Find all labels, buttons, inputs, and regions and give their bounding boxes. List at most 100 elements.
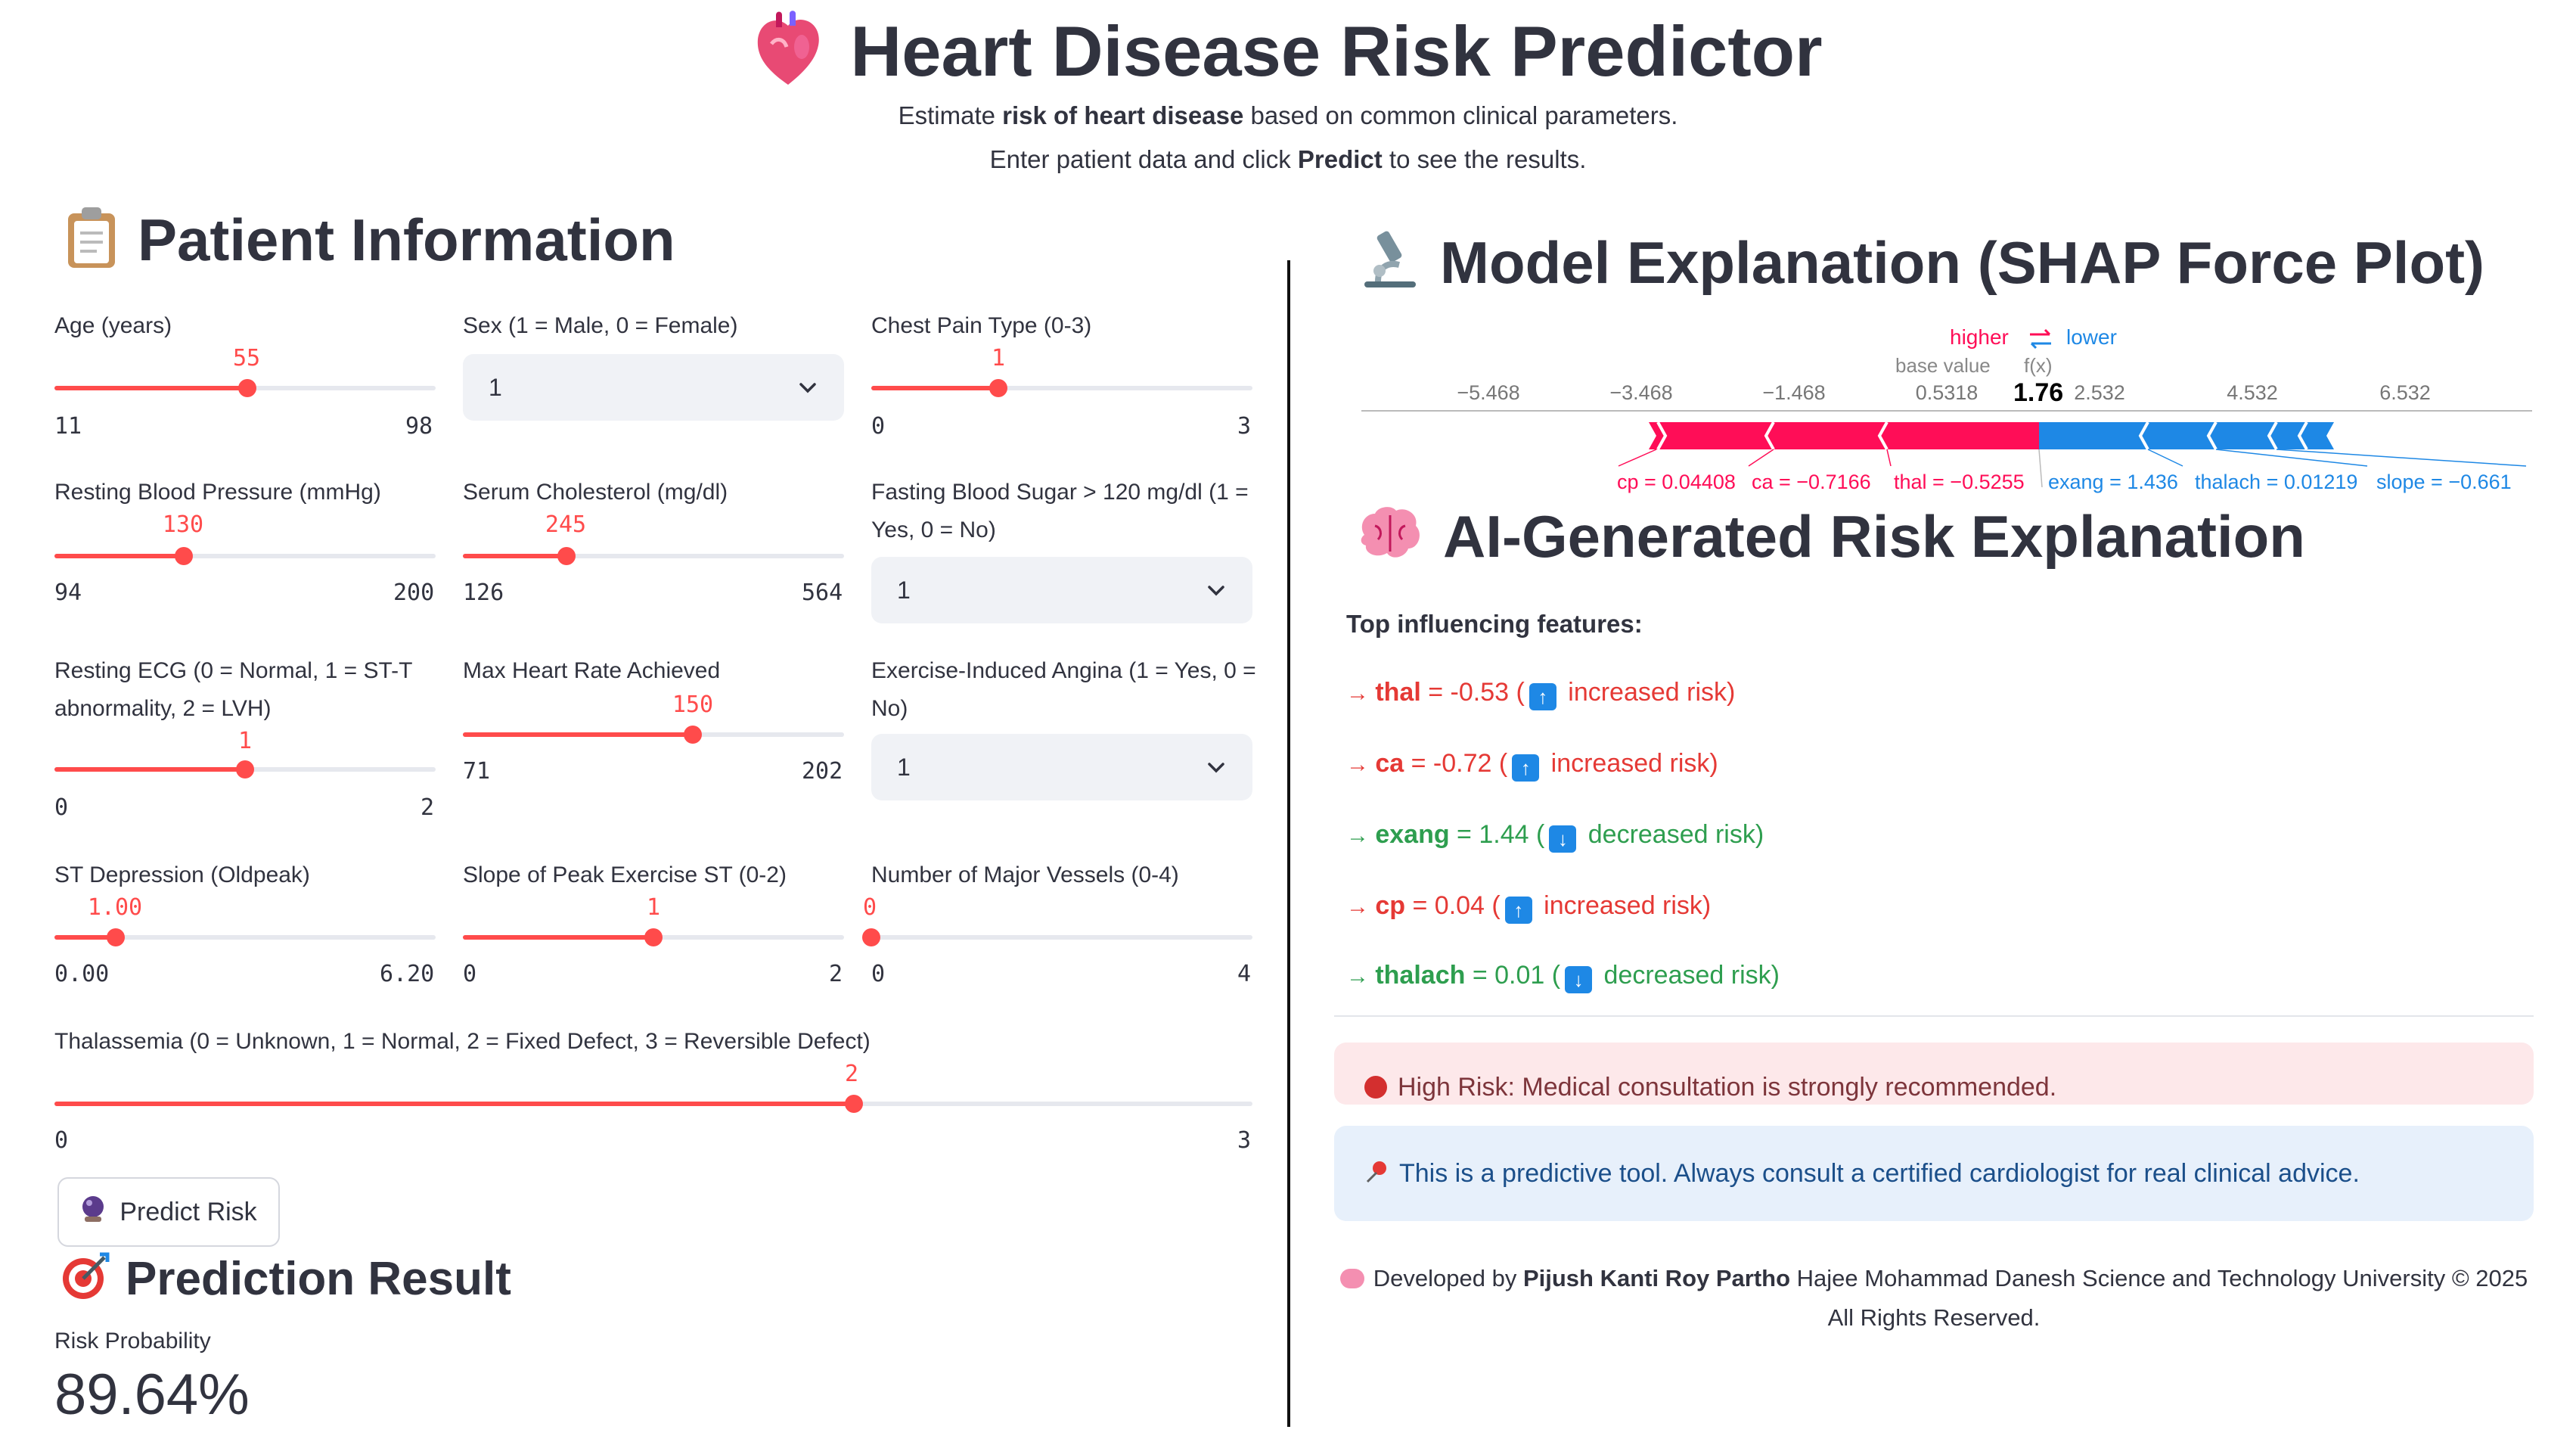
age-slider-thumb[interactable] [238,379,257,397]
trestbps-slider-fill [54,554,185,558]
slope-max: 2 [829,961,843,987]
shap-fx-value: 1.76 [2013,378,2064,407]
risk-probability-label: Risk Probability [54,1329,211,1353]
trestbps-max: 200 [393,580,435,606]
feature-name: exang [1375,820,1450,849]
age-max: 98 [405,413,433,440]
ca-slider-thumb[interactable] [862,928,880,946]
cp-slider[interactable] [871,379,1252,397]
restecg-min: 0 [54,794,69,821]
chol-slider[interactable] [463,547,844,565]
thal-slider-fill [54,1102,854,1106]
chol-slider-fill [463,554,567,558]
thalach-slider[interactable] [463,726,844,744]
thalach-slider-thumb[interactable] [683,726,702,744]
ca-value: 0 [862,894,877,921]
thalach-min: 71 [463,758,491,785]
trestbps-slider-thumb[interactable] [175,547,194,565]
oldpeak-label: ST Depression (Oldpeak) [54,862,310,887]
slope-slider[interactable] [463,928,844,946]
top-features-label: Top influencing features: [1346,610,1643,638]
footer-credits: Developed by Pijush Kanti Roy Partho Haj… [1334,1265,2534,1292]
thal-label: Thalassemia (0 = Unknown, 1 = Normal, 2 … [54,1029,871,1054]
restecg-max: 2 [421,794,435,821]
trestbps-value: 130 [162,511,204,538]
age-slider-fill [54,386,248,390]
feature-explanation-item: → cp = 0.04 (↑ increased risk) [1346,891,1711,924]
fbs-label: Fasting Blood Sugar > 120 mg/dl (1 = Yes… [871,474,1249,549]
crystal-ball-icon [80,1195,106,1229]
oldpeak-value: 1.00 [87,894,143,921]
cp-slider-thumb[interactable] [989,379,1007,397]
age-label: Age (years) [54,313,172,338]
shap-feature-negative: exang = 1.436 [2048,471,2178,493]
thal-slider[interactable] [54,1095,1252,1113]
shap-tick-label: −3.468 [1609,381,1673,404]
up-arrow-icon: ↑ [1504,897,1532,924]
restecg-label-line1: Resting ECG (0 = Normal, 1 = ST-T [54,658,413,683]
feature-value: = 0.01 ( [1465,961,1561,990]
feature-value: = 0.04 ( [1405,891,1501,920]
oldpeak-min: 0.00 [54,961,110,987]
feature-name: cp [1375,891,1406,920]
shap-base-value-label: base value [1895,354,1991,377]
restecg-slider-thumb[interactable] [236,760,254,778]
thal-slider-thumb[interactable] [844,1095,863,1113]
exang-label: Exercise-Induced Angina (1 = Yes, 0 = No… [871,652,1256,728]
age-slider[interactable] [54,379,436,397]
feature-effect: increased risk) [1560,678,1736,707]
cp-min: 0 [871,413,886,440]
page-subtitle-1: Estimate risk of heart disease based on … [898,101,1678,129]
chol-slider-thumb[interactable] [557,547,576,565]
exang-label-line1: Exercise-Induced Angina (1 = Yes, 0 = [871,658,1256,683]
predict-button[interactable]: Predict Risk [57,1177,280,1247]
restecg-slider-fill [54,767,245,772]
feature-name: thalach [1375,961,1466,990]
oldpeak-slider[interactable] [54,928,436,946]
feature-value: = 1.44 ( [1449,820,1545,849]
down-arrow-icon: ↓ [1565,966,1593,993]
thalach-label: Max Heart Rate Achieved [463,658,721,683]
shap-axis [1361,410,2532,412]
brain-icon [1339,1269,1364,1288]
age-value: 55 [232,345,261,371]
shap-lower-label: lower [2066,325,2117,349]
feature-name: thal [1375,678,1421,707]
thalach-slider-fill [463,732,693,737]
slope-slider-fill [463,935,653,940]
slope-value: 1 [646,894,661,921]
fbs-select[interactable]: 1 [871,557,1252,623]
restecg-label-line2: abnormality, 2 = LVH) [54,696,272,721]
restecg-slider[interactable] [54,760,436,778]
page-subtitle-2: Enter patient data and click Predict to … [989,145,1587,173]
restecg-value: 1 [237,728,253,754]
feature-explanation-item: → exang = 1.44 (↓ decreased risk) [1346,820,1764,853]
slope-slider-thumb[interactable] [644,928,663,946]
chol-value: 245 [545,511,587,538]
oldpeak-max: 6.20 [380,961,435,987]
predict-button-label: Predict Risk [119,1197,257,1226]
exang-label-line2: No) [871,696,908,721]
cp-slider-fill [871,386,998,390]
shap-feature-positive: thal = −0.5255 [1894,471,2025,493]
bullseye-icon [61,1251,110,1313]
shap-tick-label: −1.468 [1762,381,1826,404]
oldpeak-slider-thumb[interactable] [107,928,126,946]
exang-select[interactable]: 1 [871,734,1252,800]
column-divider [1287,260,1290,1427]
footer-author: Pijush Kanti Roy Partho [1522,1265,1791,1291]
cp-value: 1 [991,345,1006,371]
high-risk-alert-text: High Risk: Medical consultation is stron… [1398,1073,2057,1102]
trestbps-slider[interactable] [54,547,436,565]
shap-tick-label: 2.532 [2074,381,2125,404]
shap-feature-positive: ca = −0.7166 [1752,471,1871,493]
shap-tick-label: −5.468 [1457,381,1520,404]
high-risk-alert: High Risk: Medical consultation is stron… [1334,1043,2534,1105]
sex-select[interactable]: 1 [463,354,844,421]
swap-arrows-icon [2030,328,2051,350]
ca-slider[interactable] [862,928,1252,946]
ca-label: Number of Major Vessels (0-4) [871,862,1179,887]
up-arrow-icon: ↑ [1529,683,1556,710]
thalach-value: 150 [672,691,714,718]
feature-effect: decreased risk) [1597,961,1780,990]
